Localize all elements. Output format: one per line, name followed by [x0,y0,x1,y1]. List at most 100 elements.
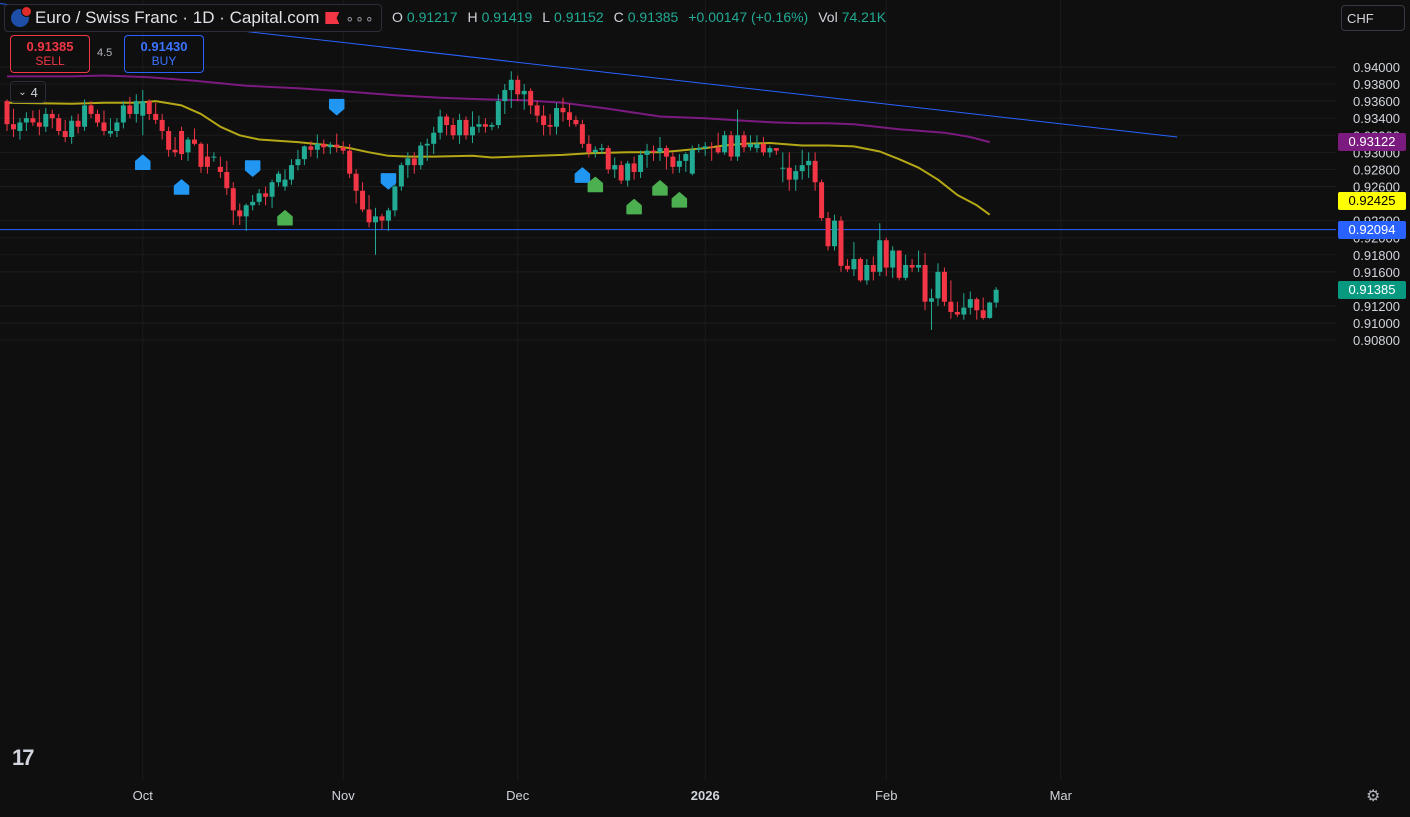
tradingview-logo[interactable]: 17 [12,745,35,770]
candle-body [450,125,456,136]
candle [508,71,514,108]
spread-value: 4.5 [97,47,113,59]
candle [424,138,430,161]
ohlc-key: Vol [818,9,838,25]
candle-body [23,118,29,123]
candle-body [993,289,999,303]
candle [683,152,689,172]
chevron-down-icon: ⌄ [18,86,27,98]
signal-up-icon [173,179,190,195]
candle [62,119,68,143]
candle-body [651,150,656,153]
candle [75,113,81,134]
sell-button[interactable]: 0.91385 SELL [10,35,90,73]
symbol-legend[interactable]: Euro / Swiss Franc · 1D · Capital.com ∘∘… [4,4,382,32]
settings-gear-icon[interactable]: ⚙ [1366,788,1381,805]
candle-body [903,265,909,278]
candle [489,122,495,131]
candle [166,126,172,157]
candle-body [702,146,708,149]
signal-up-icon [135,154,151,171]
candle-body [269,182,275,197]
candle [179,126,185,161]
candle [340,141,346,155]
candle [547,113,553,136]
candle [353,169,359,204]
candle [159,113,165,140]
candle [95,109,101,127]
candle [954,301,960,318]
candle-body [82,105,88,127]
candle [457,113,463,144]
candle [883,237,889,277]
candle [528,88,534,114]
time-tick-label: Dec [506,788,530,803]
candle-body [30,118,36,123]
candle [211,152,217,162]
flag-marker-icon[interactable] [325,12,340,24]
moving-average-short [6,100,991,216]
candle [844,259,850,272]
candle [373,207,379,255]
candle [230,182,236,225]
candle-body [741,135,747,148]
time-axis: Oct Nov Dec 2026 Feb Mar [133,788,1073,803]
candle-body [909,265,915,268]
ohlc-value: 0.91385 [627,9,679,25]
sell-price: 0.91385 [26,39,74,54]
candle-body [282,179,288,187]
candle [605,145,611,174]
candle [566,103,572,127]
candle [709,142,715,161]
candle-body [17,122,23,132]
candle-body [405,158,411,166]
currency-selector[interactable]: CHF [1341,5,1405,31]
candle [702,142,708,156]
candle-body [786,167,792,180]
candle [786,152,792,191]
indicators-count: 4 [30,84,38,100]
candle [347,143,353,178]
candle-body [663,148,669,157]
candle-body [515,79,521,95]
candle [385,207,391,231]
signal-up-icon [574,167,591,183]
candle [896,250,902,281]
signal-up-icon [277,210,293,226]
candle [663,145,669,170]
candle-body [276,173,282,183]
candle [282,169,288,191]
buy-button[interactable]: 0.91430 BUY [124,35,204,73]
candle [314,134,320,159]
indicators-toggle-button[interactable]: ⌄ 4 [10,81,46,103]
candle [631,156,637,180]
price-tag: 0.93122 [1338,132,1406,151]
candle [392,177,398,217]
candle-body [508,79,514,91]
buy-price: 0.91430 [140,39,188,54]
candle-body [638,154,644,172]
candle [411,152,417,174]
candle [431,126,437,155]
candle [928,288,934,330]
candle-body [683,154,689,161]
candle [198,142,204,173]
candle [217,156,223,178]
symbol-title: Euro / Swiss Franc · 1D · Capital.com [35,8,320,27]
signal-up-icon [587,176,604,193]
candle [120,101,126,129]
candle [23,112,29,132]
candle-body [217,166,223,172]
candle-body [444,116,450,126]
candle-body [392,186,398,211]
more-dots-icon[interactable]: ∘∘∘ [345,9,375,26]
candle-body [62,131,68,137]
candle [541,105,547,136]
time-tick-label: Oct [133,788,154,803]
candle [651,145,656,161]
candle-body [140,101,146,116]
candle [903,254,909,281]
candle-body [353,173,359,191]
candle [825,212,831,251]
